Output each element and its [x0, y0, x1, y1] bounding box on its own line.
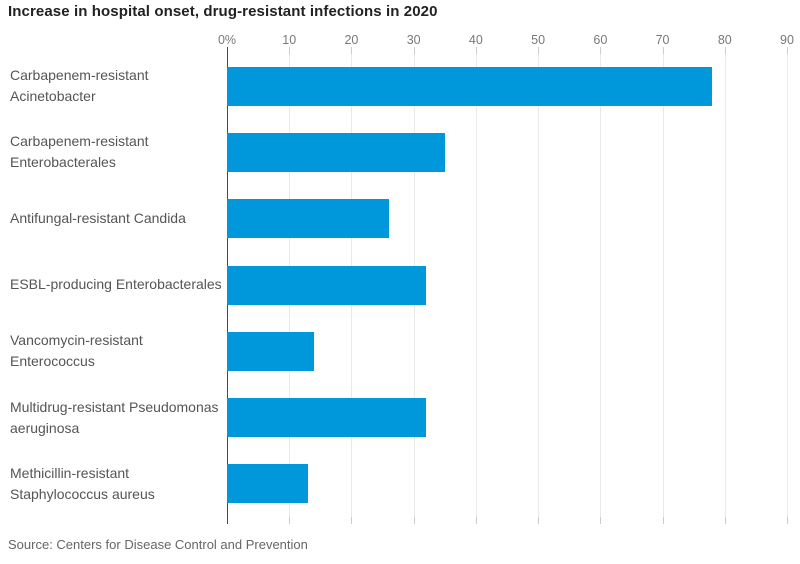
- plot-area: [227, 47, 788, 524]
- x-tick-label: 70: [655, 33, 670, 47]
- zero-tick-mark-bottom: [227, 517, 228, 524]
- tick-mark-bottom: [351, 517, 353, 524]
- tick-mark-bottom: [538, 517, 540, 524]
- category-label: Carbapenem-resistant Enterobacterales: [10, 133, 149, 171]
- bar: [227, 331, 315, 371]
- category-label: Multidrug-resistant Pseudomonas aerugino…: [10, 398, 219, 436]
- x-tick-label: 80: [717, 33, 732, 47]
- category-label: ESBL-producing Enterobacterales: [10, 276, 222, 293]
- bar: [227, 464, 308, 504]
- grid-line: [787, 53, 788, 517]
- tick-mark-top: [475, 47, 477, 54]
- x-tick-label: 0%: [217, 33, 237, 47]
- tick-mark-bottom: [724, 517, 726, 524]
- tick-mark-top: [289, 47, 291, 54]
- bar: [227, 265, 427, 305]
- grid-line: [475, 53, 477, 517]
- category-label: Vancomycin-resistant Enterococcus: [10, 332, 143, 370]
- tick-mark-top: [662, 47, 664, 54]
- x-tick-label: 90: [780, 33, 794, 47]
- x-tick-label: 10: [282, 33, 297, 47]
- tick-mark-top: [413, 47, 415, 54]
- x-tick-label: 30: [406, 33, 421, 47]
- grid-line: [600, 53, 602, 517]
- bar: [227, 132, 445, 172]
- tick-mark-bottom: [600, 517, 602, 524]
- tick-mark-bottom: [787, 517, 788, 524]
- x-tick-label: 40: [468, 33, 483, 47]
- tick-mark-top: [600, 47, 602, 54]
- grid-line: [724, 53, 726, 517]
- tick-mark-top: [351, 47, 353, 54]
- tick-mark-top: [787, 47, 788, 54]
- grid-line: [538, 53, 540, 517]
- category-label: Carbapenem-resistant Acinetobacter: [10, 67, 149, 105]
- x-tick-label: 60: [593, 33, 608, 47]
- grid-line: [662, 53, 664, 517]
- tick-mark-bottom: [662, 517, 664, 524]
- tick-mark-top: [538, 47, 540, 54]
- chart-title: Increase in hospital onset, drug-resista…: [8, 3, 438, 20]
- tick-mark-bottom: [289, 517, 291, 524]
- tick-mark-bottom: [475, 517, 477, 524]
- category-label-column: Carbapenem-resistant Acinetobacter Carbap…: [10, 53, 222, 517]
- x-tick-label: 50: [531, 33, 546, 47]
- zero-tick-mark-top: [227, 47, 228, 54]
- category-label: Antifungal-resistant Candida: [10, 210, 186, 227]
- x-tick-label: 20: [344, 33, 359, 47]
- source-note: Source: Centers for Disease Control and …: [8, 537, 308, 552]
- x-axis-header: 0% 10 20 30 40 50 60 70 80 90: [218, 33, 794, 49]
- tick-mark-top: [724, 47, 726, 54]
- bar: [227, 199, 389, 239]
- tick-mark-bottom: [413, 517, 415, 524]
- bar: [227, 66, 713, 106]
- bar: [227, 398, 427, 438]
- category-label: Methicillin-resistant Staphylococcus aur…: [10, 464, 155, 502]
